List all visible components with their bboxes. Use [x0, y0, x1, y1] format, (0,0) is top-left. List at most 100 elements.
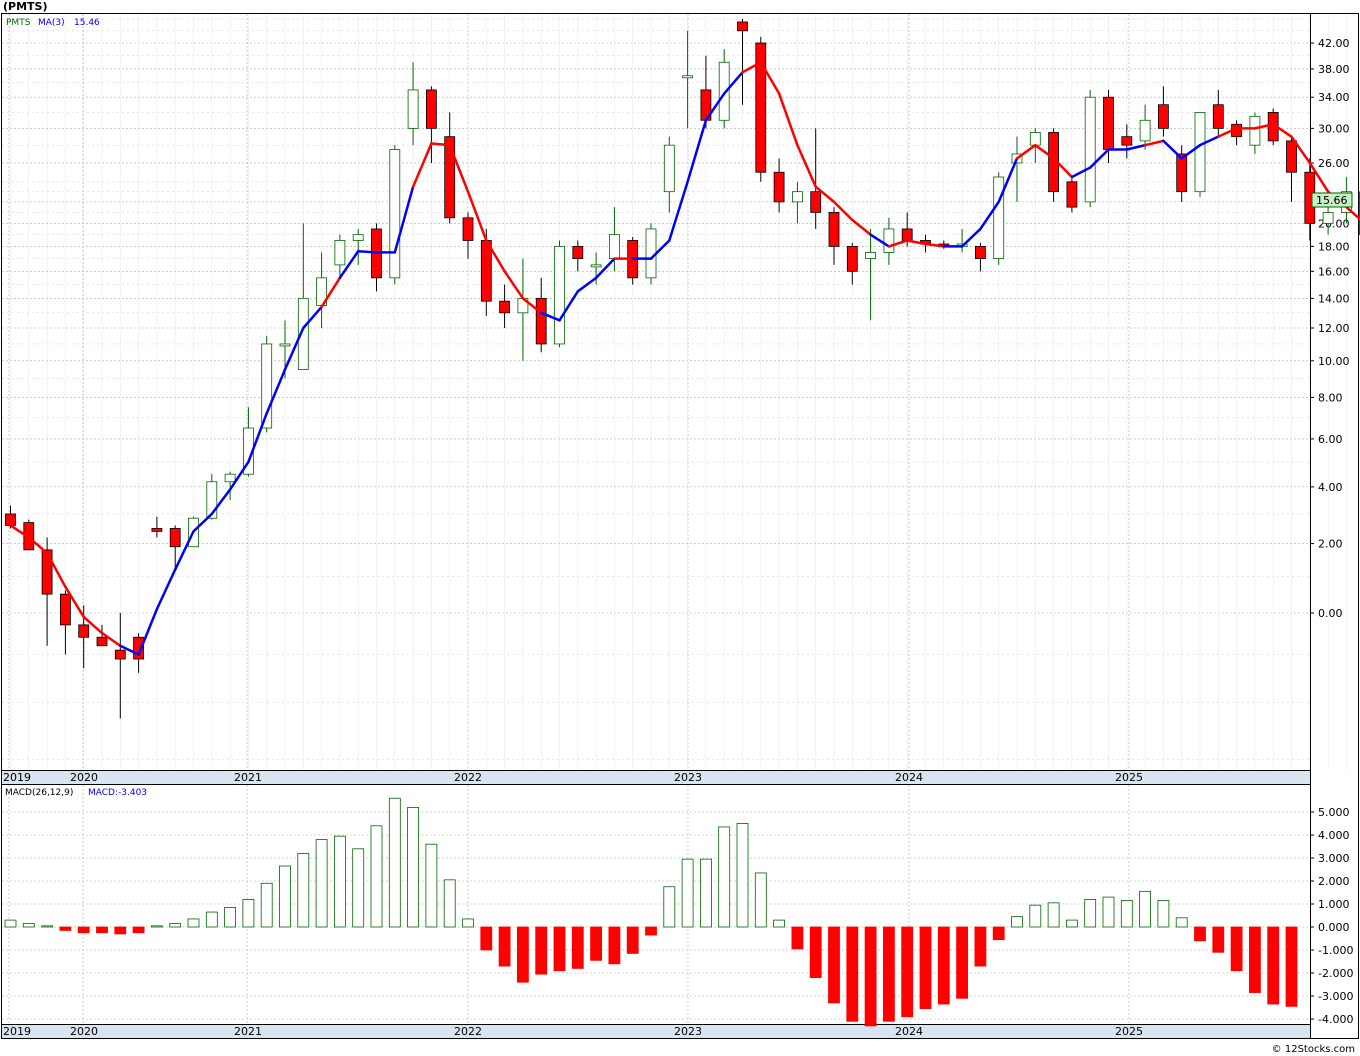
candle-body [261, 343, 273, 429]
price-x-label: 2019 [3, 771, 31, 784]
candle-body [1286, 140, 1297, 173]
macd-value: MACD:-3.403 [88, 788, 147, 798]
macd-bar [388, 797, 401, 928]
price-axis: 42.0038.0034.0030.0026.0022.0020.0018.00… [1310, 37, 1350, 620]
candle-body [792, 191, 803, 203]
candle-body [901, 228, 913, 241]
macd-bar [791, 926, 804, 950]
ma-segment [393, 185, 415, 254]
candle-body [572, 245, 584, 259]
macd-bar [809, 926, 822, 978]
ma-segment [173, 530, 195, 571]
ma-segment [9, 524, 31, 539]
macd-tick-label: 2.000 [1318, 875, 1350, 888]
ma-segment [320, 276, 342, 309]
ma-segment [1198, 135, 1220, 147]
macd-bar [370, 825, 383, 928]
macd-bar [315, 839, 328, 928]
macd-bar [260, 882, 273, 928]
candle-body [480, 240, 492, 302]
ma-segment [539, 311, 561, 322]
ma-segment [1308, 161, 1330, 193]
macd-bar [608, 926, 621, 965]
macd-bar [883, 926, 895, 1022]
chart-title: (PMTS) [3, 0, 48, 13]
moving-average-line [9, 60, 1360, 656]
macd-bar [645, 926, 657, 936]
candle-body [1084, 96, 1096, 203]
candle-body [590, 264, 602, 268]
ticker-legend: PMTS [6, 18, 31, 28]
macd-bar [425, 843, 438, 928]
ma-segment [64, 585, 85, 619]
price-x-label: 2021 [234, 771, 262, 784]
ma-segment [137, 607, 159, 656]
ma-segment [1180, 143, 1202, 160]
ma-segment [869, 233, 891, 248]
macd-bar [59, 926, 72, 931]
macd-bar [279, 865, 291, 928]
macd-bar [919, 926, 932, 1010]
macd-bar [150, 925, 163, 928]
macd-bar [480, 926, 493, 951]
ma-segment [356, 249, 378, 254]
macd-bar [1175, 917, 1188, 928]
candle-body [425, 89, 437, 129]
candle-body [499, 300, 511, 314]
macd-bar [828, 926, 840, 1004]
macd-bar [407, 807, 420, 928]
ma-segment [1088, 148, 1110, 169]
ma-segment [283, 326, 305, 371]
macd-tick-label: 0.000 [1318, 921, 1350, 934]
ma-segment [485, 239, 506, 273]
price-x-label: 2025 [1115, 771, 1143, 784]
price-x-label: 2020 [70, 771, 98, 784]
ma-segment [1125, 143, 1147, 151]
candle-body [1121, 136, 1133, 146]
candle-body [718, 61, 730, 121]
ma-segment [649, 239, 671, 260]
macd-bar [41, 925, 53, 928]
macd-bar [590, 926, 602, 961]
macd-x-label: 2022 [454, 1025, 482, 1038]
candle-body [755, 42, 767, 173]
candle-body [169, 528, 181, 548]
candle-body [389, 149, 401, 279]
ma-segment [1271, 123, 1293, 138]
macd-bar [1066, 919, 1078, 928]
macd-bar [1194, 926, 1206, 942]
candle-body [151, 528, 163, 532]
candle-body [462, 217, 474, 241]
ma-segment [960, 227, 982, 248]
macd-bar [1120, 900, 1133, 928]
candle-body [407, 89, 419, 129]
last-price-badge [1311, 192, 1353, 208]
candle-body [773, 171, 785, 203]
price-tick-label: 38.00 [1318, 63, 1350, 76]
candle-body [828, 212, 840, 247]
footer-credit: © 12Stocks.com [1272, 1044, 1355, 1055]
ma-segment [45, 551, 67, 589]
macd-bar [1157, 900, 1170, 928]
price-tick-label: 30.00 [1318, 122, 1350, 135]
macd-tick-label: 5.000 [1318, 806, 1350, 819]
ma-segment [594, 257, 616, 280]
macd-bar [1102, 896, 1115, 928]
ma-segment [1162, 139, 1183, 160]
ma-segment [979, 200, 1000, 231]
price-tick-label: 14.00 [1318, 292, 1350, 305]
macd-bar [517, 926, 529, 983]
price-tick-label: 12.00 [1318, 322, 1350, 335]
macd-bar [1011, 916, 1023, 928]
ma-segment [192, 512, 214, 533]
ma-segment [82, 615, 104, 635]
macd-bar [1267, 926, 1280, 1005]
macd-bar [626, 926, 639, 954]
price-tick-label: 16.00 [1318, 265, 1350, 278]
macd-tick-label: 1.000 [1318, 898, 1350, 911]
macd-tick-label: 3.000 [1318, 852, 1350, 865]
macd-tick-label: -4.000 [1318, 1013, 1353, 1026]
macd-bar [956, 926, 968, 999]
